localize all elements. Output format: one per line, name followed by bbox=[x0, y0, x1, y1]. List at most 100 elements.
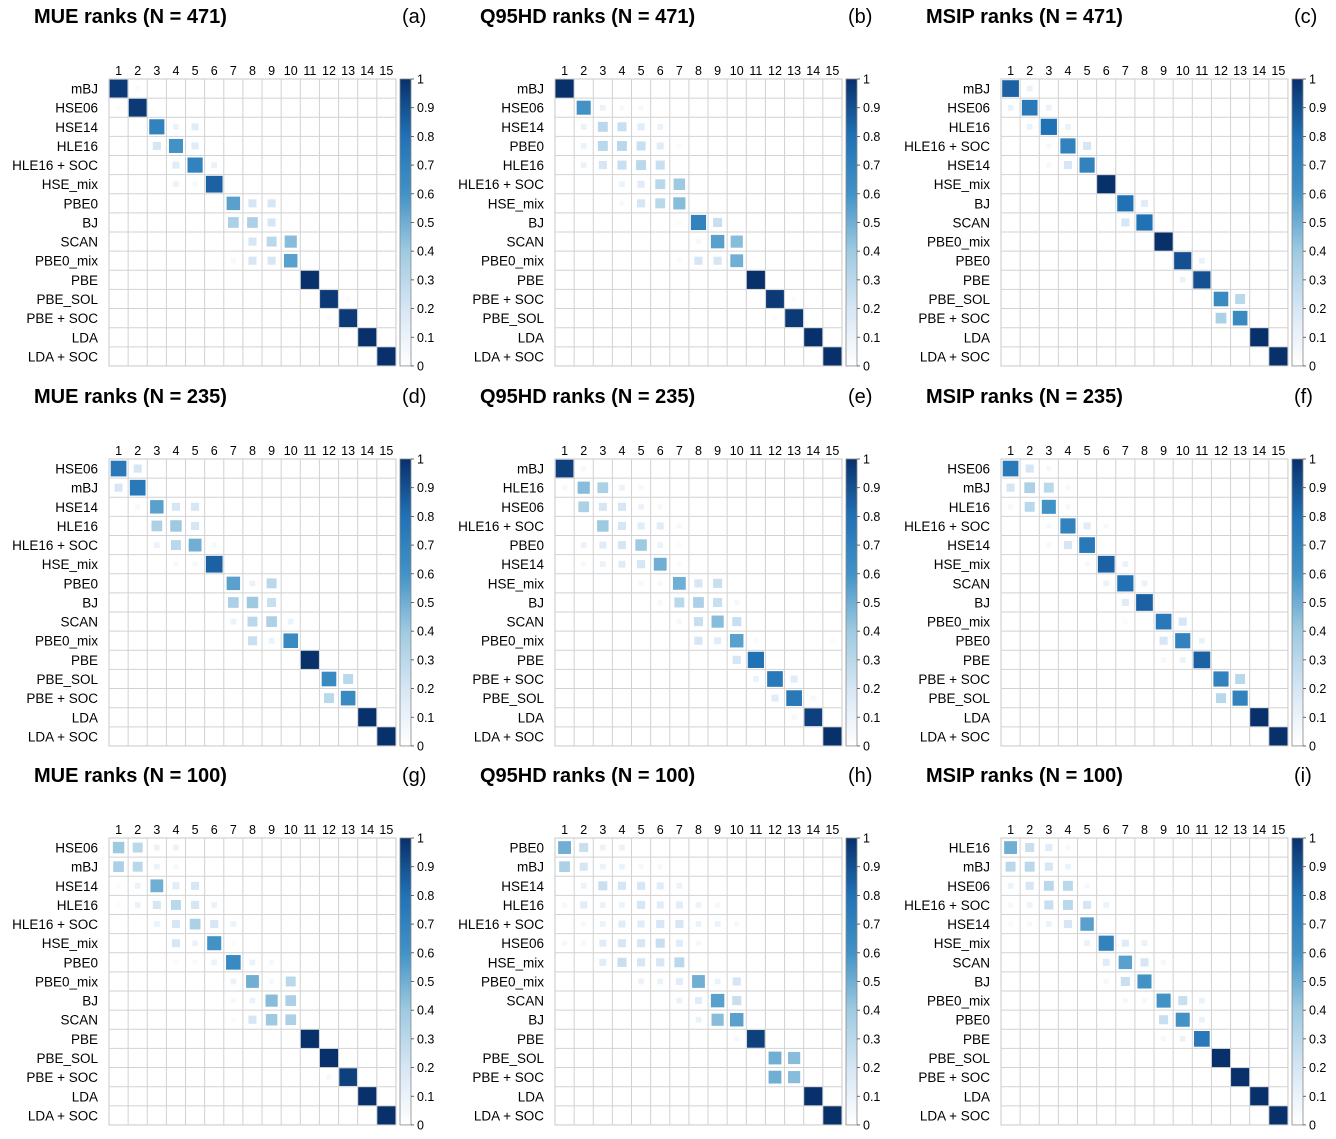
heatmap-cell bbox=[152, 141, 161, 151]
heatmap-cell bbox=[730, 1013, 744, 1027]
heatmap-cell bbox=[676, 997, 683, 1004]
colorbar-tick-label: 0.8 bbox=[417, 889, 434, 903]
heatmap-cell bbox=[1008, 902, 1014, 908]
heatmap-cell bbox=[171, 939, 181, 948]
heatmap-cell bbox=[283, 633, 299, 649]
colorbar-tick-label: 0.1 bbox=[863, 331, 880, 345]
column-label: 1 bbox=[1007, 823, 1014, 837]
heatmap-cell bbox=[635, 539, 647, 551]
row-label: PBE_SOL bbox=[928, 691, 990, 706]
row-label: PBE_SOL bbox=[928, 1051, 990, 1066]
heatmap-svg: 1 2 3 4 5 6 7 8 9 10 11 12 13 14 15HLE16mBJHSE06HLE16 … bbox=[904, 823, 1326, 1132]
heatmap-cell bbox=[598, 881, 608, 891]
heatmap-cell bbox=[377, 347, 396, 366]
heatmap-cell bbox=[599, 541, 607, 549]
heatmap-cell bbox=[1046, 542, 1052, 548]
heatmap-cell bbox=[152, 900, 161, 910]
column-label: 2 bbox=[134, 823, 141, 837]
heatmap-cell bbox=[576, 100, 591, 115]
heatmap-cell bbox=[618, 560, 626, 568]
colorbar-tick-label: 0.2 bbox=[1309, 682, 1326, 696]
colorbar-tick-label: 1 bbox=[863, 832, 870, 846]
heatmap-cell bbox=[269, 959, 275, 965]
heatmap-cell bbox=[249, 959, 256, 966]
heatmap-cell bbox=[692, 975, 705, 988]
heatmap-cell bbox=[170, 540, 181, 551]
heatmap-cell bbox=[284, 235, 297, 248]
heatmap-cell bbox=[637, 939, 646, 948]
heatmap-panel: Q95HD ranks (N = 100) (h) 1 2 3 4 5 6 7 8 9 10 11 12 1… bbox=[446, 759, 892, 1139]
column-label: 10 bbox=[1176, 64, 1190, 78]
heatmap-cell bbox=[266, 236, 277, 247]
heatmap-cell bbox=[714, 637, 722, 645]
row-label: HSE06 bbox=[501, 936, 544, 951]
heatmap-cell bbox=[1121, 598, 1129, 606]
heatmap-cell bbox=[746, 270, 765, 289]
heatmap-cell bbox=[249, 580, 256, 587]
heatmap-cell bbox=[804, 708, 823, 727]
heatmap-cell bbox=[1065, 845, 1071, 851]
heatmap-cell bbox=[267, 218, 276, 227]
heatmap-cell bbox=[710, 993, 725, 1008]
column-label: 3 bbox=[153, 444, 160, 458]
panel-letter: (g) bbox=[402, 765, 427, 787]
heatmap-cell bbox=[1043, 880, 1054, 891]
heatmap-cell bbox=[1175, 633, 1191, 649]
column-label: 4 bbox=[1064, 444, 1071, 458]
heatmap-cell bbox=[1024, 501, 1035, 512]
column-label: 14 bbox=[360, 823, 374, 837]
row-label: SCAN bbox=[952, 215, 990, 230]
heatmap-cell bbox=[113, 861, 124, 873]
colorbar-tick-label: 0.4 bbox=[1309, 245, 1326, 259]
row-label: PBE0 bbox=[955, 634, 990, 649]
column-label: 12 bbox=[322, 823, 336, 837]
heatmap-cell bbox=[713, 578, 723, 588]
heatmap-cell bbox=[676, 882, 683, 889]
colorbar-tick-label: 0.6 bbox=[417, 187, 434, 201]
column-label: 11 bbox=[1195, 823, 1208, 837]
row-label: HLE16 + SOC bbox=[12, 538, 98, 553]
colorbar-tick-label: 0.2 bbox=[1309, 302, 1326, 316]
heatmap-cell bbox=[1179, 276, 1186, 283]
row-label: LDA + SOC bbox=[474, 729, 544, 744]
row-label: mBJ bbox=[517, 82, 544, 97]
heatmap-cell bbox=[657, 504, 663, 510]
heatmap-cell bbox=[172, 161, 180, 169]
heatmap-cell bbox=[695, 940, 702, 946]
heatmap-cell bbox=[1213, 291, 1229, 307]
heatmap-cell bbox=[1045, 104, 1052, 111]
row-label: HLE16 + SOC bbox=[12, 158, 98, 173]
heatmap-cell bbox=[1140, 199, 1148, 207]
row-label: LDA bbox=[518, 330, 544, 345]
heatmap-cell bbox=[1084, 940, 1090, 947]
column-label: 6 bbox=[1103, 823, 1110, 837]
row-label: SCAN bbox=[952, 955, 990, 970]
colorbar-tick-label: 0.4 bbox=[417, 1004, 434, 1018]
heatmap-cell bbox=[326, 1074, 332, 1080]
column-label: 15 bbox=[825, 64, 839, 78]
heatmap-cell bbox=[580, 901, 588, 909]
column-label: 9 bbox=[1160, 823, 1167, 837]
heatmap-cell bbox=[559, 861, 570, 873]
panel-letter: (b) bbox=[848, 6, 873, 28]
heatmap-cell bbox=[1024, 482, 1036, 494]
heatmap-cell bbox=[153, 921, 160, 927]
colorbar-tick-label: 0.4 bbox=[1309, 1004, 1326, 1018]
heatmap-cell bbox=[1156, 993, 1171, 1008]
panel-title: MUE ranks (N = 235) bbox=[34, 386, 227, 408]
row-label: PBE0_mix bbox=[35, 634, 98, 649]
column-label: 15 bbox=[1271, 64, 1285, 78]
column-label: 4 bbox=[1064, 64, 1071, 78]
heatmap-cell bbox=[653, 557, 667, 571]
heatmap-cell bbox=[637, 881, 646, 890]
heatmap-cell bbox=[619, 863, 625, 870]
heatmap-cell bbox=[173, 844, 179, 851]
heatmap-cell bbox=[598, 161, 607, 170]
heatmap-cell bbox=[599, 902, 606, 908]
heatmap-cell bbox=[151, 520, 163, 532]
row-label: HSE_mix bbox=[934, 557, 991, 572]
heatmap-cell bbox=[110, 460, 127, 477]
column-label: 13 bbox=[1233, 64, 1247, 78]
heatmap-cell bbox=[129, 479, 146, 496]
heatmap-cell bbox=[562, 940, 568, 946]
